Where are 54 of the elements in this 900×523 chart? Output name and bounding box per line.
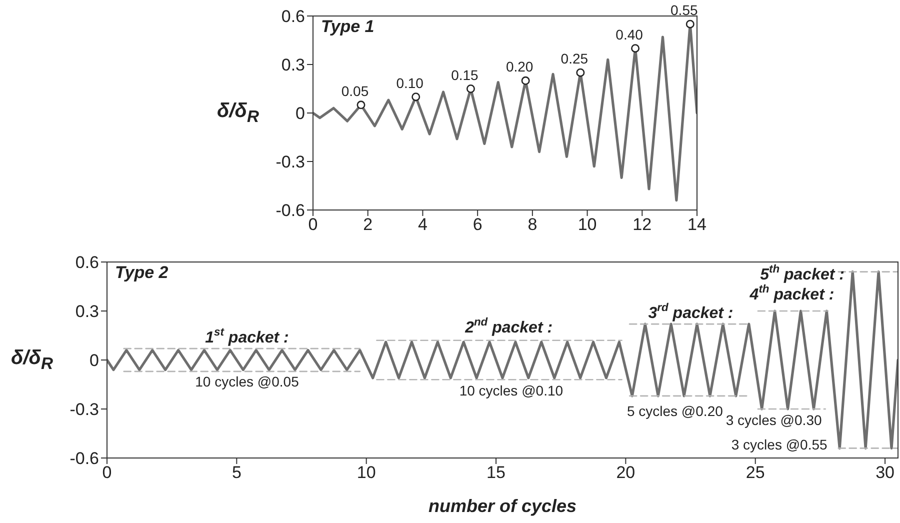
data-label: 0.15 bbox=[451, 66, 479, 83]
annotation: 3$^{rd}$ packet : bbox=[648, 302, 734, 322]
annotation: 10 cycles @0.10 bbox=[459, 382, 564, 398]
annotation: 3 cycles @0.30 bbox=[726, 411, 822, 428]
chart-title: Type 1 bbox=[321, 17, 374, 36]
x-tick-label: 10 bbox=[356, 463, 376, 482]
y-tick-label: 0 bbox=[296, 104, 305, 124]
x-tick-label: 10 bbox=[578, 215, 597, 234]
y-tick-label: 0.6 bbox=[281, 7, 305, 26]
y-tick-label: -0.6 bbox=[276, 201, 305, 220]
annotation: 5 cycles @0.20 bbox=[626, 402, 724, 419]
annotation: 1$^{st}$ packet : bbox=[205, 326, 289, 347]
point bbox=[576, 68, 585, 77]
x-tick-label: 2 bbox=[363, 215, 373, 234]
annotation: 5$^{th}$ packet : bbox=[760, 263, 844, 284]
annotation: 10 cycles @0.05 bbox=[195, 373, 300, 390]
y-tick-label: 0.3 bbox=[281, 56, 305, 75]
y-tick-label: 0 bbox=[90, 351, 99, 370]
y-tick-label: 0.6 bbox=[75, 253, 99, 272]
x-tick-label: 0 bbox=[308, 215, 318, 234]
y-tick-label: -0.3 bbox=[70, 400, 99, 420]
data-label: 0.20 bbox=[506, 58, 534, 75]
y-tick-label: 0.3 bbox=[75, 302, 99, 322]
point bbox=[356, 100, 366, 110]
y-tick-label: -0.3 bbox=[276, 152, 305, 172]
data-label: 0.05 bbox=[341, 82, 369, 99]
point bbox=[412, 92, 420, 102]
x-tick-label: 14 bbox=[688, 215, 706, 234]
x-tick-label: 12 bbox=[632, 215, 652, 234]
annotation: 2$^{nd}$ packet : bbox=[464, 316, 553, 337]
x-tick-label: 4 bbox=[418, 215, 428, 234]
data-label: 0.25 bbox=[560, 50, 588, 67]
x-tick-label: 8 bbox=[528, 215, 538, 234]
x-tick-label: 20 bbox=[616, 463, 636, 482]
x-tick-label: 25 bbox=[746, 463, 765, 482]
y-axis-title: δ/δ$_{R}$ bbox=[216, 99, 260, 128]
x-axis-title: number of cycles bbox=[428, 496, 577, 516]
data-label: 0.40 bbox=[616, 26, 644, 42]
x-tick-label: 5 bbox=[232, 463, 242, 482]
x-tick-label: 0 bbox=[102, 463, 112, 482]
data-label: 0.55 bbox=[670, 2, 698, 18]
y-tick-label: -0.6 bbox=[70, 449, 99, 468]
annotation: 4$^{th}$ packet : bbox=[748, 284, 834, 304]
point bbox=[466, 84, 475, 93]
y-axis-title: δ/δ$_{R}$ bbox=[10, 346, 54, 375]
data-label: 0.10 bbox=[396, 74, 424, 91]
point bbox=[631, 44, 640, 53]
x-tick-label: 6 bbox=[472, 215, 482, 234]
annotation: 3 cycles @0.55 bbox=[731, 436, 828, 452]
chart-title: Type 2 bbox=[115, 263, 169, 282]
x-tick-label: 15 bbox=[486, 463, 506, 482]
x-tick-label: 30 bbox=[876, 463, 894, 482]
point bbox=[521, 76, 530, 85]
point bbox=[686, 20, 694, 28]
